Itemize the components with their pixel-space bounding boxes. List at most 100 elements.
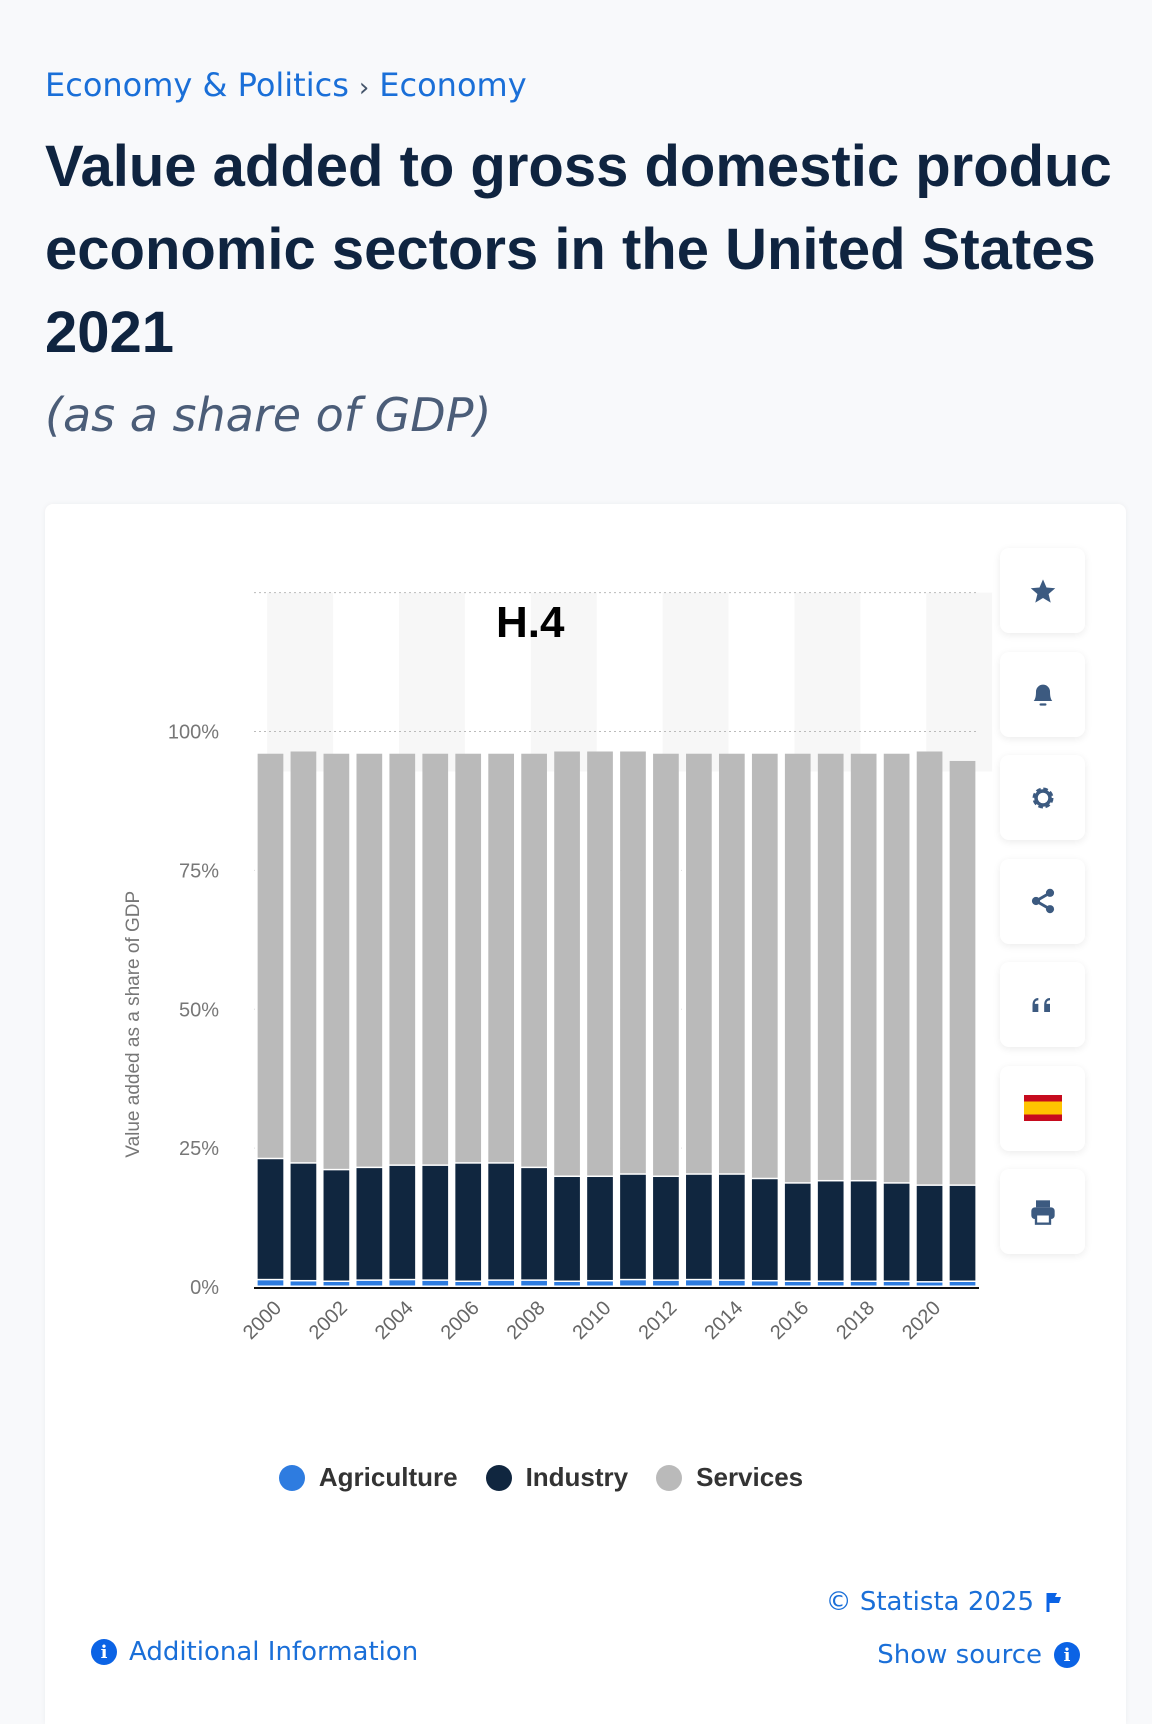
breadcrumb-separator: › [358,73,370,103]
bar-industry-2011 [620,1174,646,1279]
background-band [926,592,993,772]
settings-button[interactable] [1000,755,1085,840]
share-button[interactable] [1000,858,1085,944]
x-tick-label: 2020 [898,1297,945,1344]
legend-dot-services [656,1464,683,1491]
x-tick-label: 2010 [569,1297,616,1344]
show-source-text: Show source [877,1640,1042,1670]
bar-services-2004 [389,753,416,1165]
bar-agriculture-2013 [686,1280,712,1286]
bar-agriculture-2001 [290,1281,317,1286]
y-tick-label: 25% [179,1138,219,1160]
bar-industry-2009 [554,1177,580,1281]
bar-agriculture-2021 [949,1282,976,1286]
share-icon [1031,888,1054,914]
bar-agriculture-2012 [653,1280,679,1286]
flag-icon [1046,1593,1061,1612]
x-tick-label: 2006 [437,1297,484,1344]
bar-services-2013 [686,753,712,1174]
bar-agriculture-2007 [488,1280,515,1286]
bar-industry-2002 [323,1170,350,1281]
bar-services-2015 [751,753,778,1178]
bar-agriculture-2008 [521,1280,547,1286]
bar-industry-2012 [653,1177,679,1280]
bar-agriculture-2009 [554,1282,580,1286]
bar-industry-2021 [949,1185,976,1281]
y-tick-label: 50% [179,999,219,1021]
bar-industry-2005 [422,1165,449,1280]
legend-item-services[interactable]: Services [656,1462,803,1493]
chart-legend: Agriculture Industry Services [0,1462,1152,1493]
overlay-label: H.4 [496,598,565,647]
bell-icon [1033,684,1052,706]
x-tick-label: 2004 [371,1297,418,1344]
show-source-link[interactable]: Show source i [877,1640,1080,1670]
legend-item-agriculture[interactable]: Agriculture [278,1462,458,1493]
gear-icon [1032,787,1053,808]
statista-copyright[interactable]: © Statista 2025 [826,1587,1064,1617]
info-icon: i [91,1639,117,1665]
breadcrumb-economy[interactable]: Economy [379,66,527,104]
background-band [662,592,729,772]
title-line: 2021 [45,300,175,365]
bar-industry-2007 [488,1163,515,1280]
bar-services-2019 [883,753,910,1183]
x-tick-label: 2016 [766,1297,813,1344]
bar-services-2009 [554,751,580,1176]
page-title: Value added to gross domestic produc eco… [45,125,1145,374]
x-tick-label: 2014 [700,1297,747,1344]
bar-agriculture-2011 [620,1280,646,1286]
bar-services-2008 [521,753,547,1167]
background-band [399,592,465,772]
bar-industry-2016 [784,1183,811,1281]
bar-services-2018 [850,753,877,1180]
breadcrumb-economy-politics[interactable]: Economy & Politics [45,66,349,104]
print-button[interactable] [1000,1169,1085,1254]
bar-industry-2013 [686,1174,712,1279]
y-axis-title: Value added as a share of GDP [123,891,144,1158]
bar-services-2002 [323,753,350,1169]
title-line: Value added to gross domestic produc [45,134,1112,199]
print-icon [1030,1199,1055,1225]
favorite-button[interactable] [1000,548,1085,633]
bar-industry-2008 [521,1168,547,1280]
additional-information-link[interactable]: i Additional Information [91,1637,418,1667]
bar-agriculture-2005 [422,1280,449,1286]
bar-agriculture-2004 [389,1280,416,1286]
notification-button[interactable] [1000,651,1085,737]
info-icon: i [1054,1642,1080,1668]
bar-agriculture-2010 [587,1281,613,1286]
x-tick-label: 2008 [503,1297,550,1344]
y-tick-label: 100% [168,722,219,744]
bar-agriculture-2017 [817,1282,844,1286]
bar-agriculture-2018 [850,1282,877,1286]
bar-services-2017 [817,753,844,1180]
bar-industry-2014 [718,1174,745,1280]
bar-industry-2018 [850,1181,877,1281]
cite-button[interactable] [1000,962,1085,1047]
y-tick-label: 0% [190,1277,219,1299]
x-tick-label: 2000 [239,1297,286,1344]
legend-item-industry[interactable]: Industry [485,1462,628,1493]
x-tick-label: 2018 [832,1297,879,1344]
bar-services-2012 [653,753,679,1176]
bar-services-2003 [356,753,383,1167]
bar-industry-2004 [389,1165,416,1279]
background-band [530,592,597,772]
bar-services-2005 [422,753,449,1165]
legend-dot-agriculture [278,1464,305,1491]
background-band [267,592,334,772]
language-button[interactable] [1000,1065,1085,1151]
bar-services-2001 [290,751,317,1163]
bar-agriculture-2014 [718,1280,745,1286]
bar-services-2020 [916,751,943,1185]
legend-dot-industry [485,1464,512,1491]
bar-services-2011 [620,751,646,1174]
bar-agriculture-2002 [323,1282,350,1286]
quote-icon [1032,997,1050,1012]
page-subtitle: (as a share of GDP) [45,388,492,442]
bar-services-2010 [587,751,613,1176]
bar-agriculture-2019 [883,1282,910,1286]
x-tick-label: 2002 [305,1297,352,1344]
bar-industry-2015 [751,1179,778,1280]
